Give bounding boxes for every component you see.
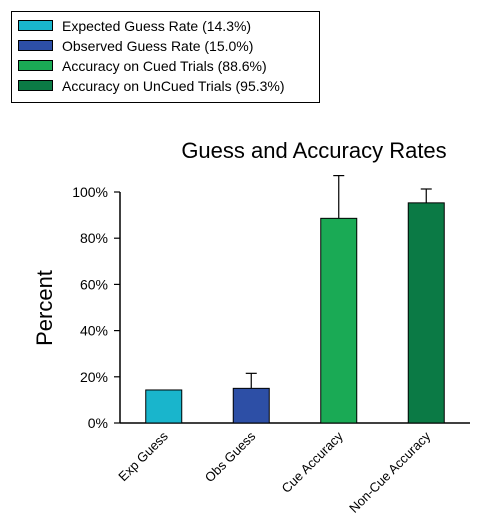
y-tick-label: 100% <box>72 184 108 200</box>
bar <box>320 217 358 424</box>
legend-label: Accuracy on UnCued Trials (95.3%) <box>62 78 285 94</box>
x-tick-label: Obs Guess <box>202 428 259 485</box>
chart-title: Guess and Accuracy Rates <box>181 138 446 163</box>
legend-swatch <box>18 80 53 91</box>
y-tick-label: 0% <box>88 415 108 431</box>
y-tick-label: 40% <box>80 323 108 339</box>
legend-swatch <box>18 20 53 31</box>
x-tick-label: Exp Guess <box>115 428 171 484</box>
bar <box>232 387 270 424</box>
y-tick-label: 20% <box>80 369 108 385</box>
legend-label: Observed Guess Rate (15.0%) <box>62 38 253 54</box>
x-tick-label: Cue Accuracy <box>279 428 347 496</box>
legend-box <box>11 11 320 103</box>
bar <box>145 389 183 424</box>
y-tick-label: 80% <box>80 230 108 246</box>
x-tick-label: Non-Cue Accuracy <box>346 428 434 516</box>
legend-swatch <box>18 60 53 71</box>
bar <box>407 202 445 424</box>
legend-swatch <box>18 40 53 51</box>
plot-area: 0% 20% 40% 60% 80% 100% Exp Guess Obs Guess Cue … <box>72 174 470 516</box>
legend-label: Accuracy on Cued Trials (88.6%) <box>62 58 267 74</box>
legend: Expected Guess Rate (14.3%) Observed Gues… <box>11 11 320 103</box>
y-tick-label: 60% <box>80 276 108 292</box>
legend-label: Expected Guess Rate (14.3%) <box>62 18 251 34</box>
y-axis-label: Percent <box>32 270 57 346</box>
